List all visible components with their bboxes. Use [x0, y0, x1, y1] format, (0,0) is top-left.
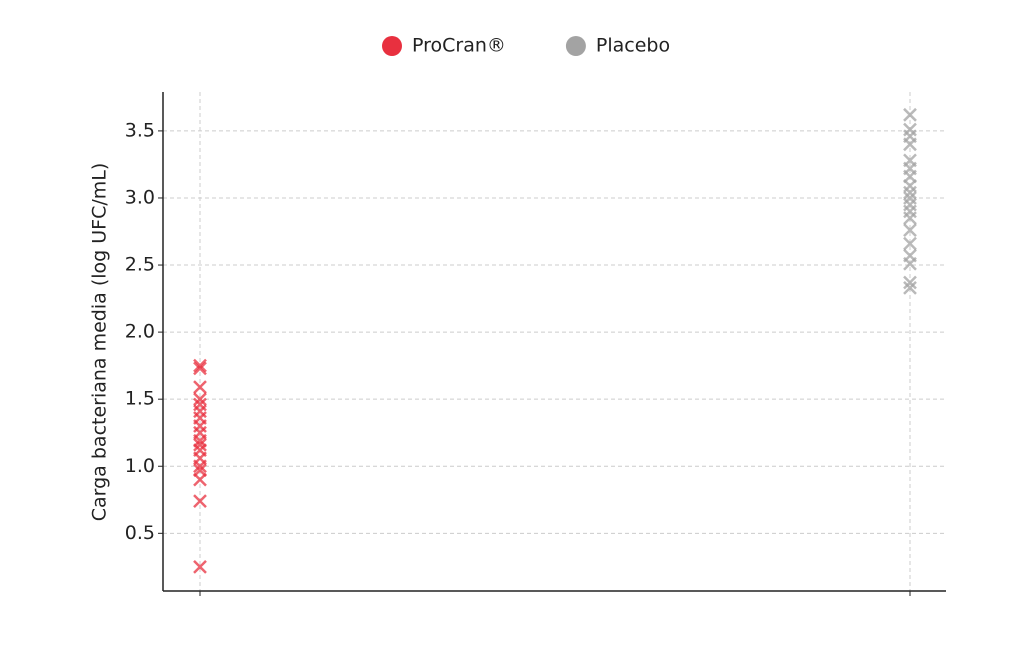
marker	[903, 153, 917, 168]
marker	[193, 358, 207, 373]
marker	[903, 122, 917, 137]
y-tick-label: 1.5	[125, 388, 155, 410]
y-tick-label: 3.0	[125, 186, 155, 208]
marker	[193, 437, 207, 452]
marker	[193, 361, 207, 376]
marker	[193, 392, 207, 407]
marker	[903, 275, 917, 290]
legend-label: ProCran®	[412, 35, 506, 57]
marker	[193, 397, 207, 412]
marker	[903, 191, 917, 205]
marker	[193, 559, 207, 574]
marker	[193, 463, 207, 478]
y-tick-label: 3.5	[125, 119, 155, 141]
y-axis-label: Carga bacteriana media (log UFC/mL)	[89, 163, 111, 522]
y-tick-label: 2.5	[125, 254, 155, 276]
y-tick-label: 1.0	[125, 455, 155, 477]
legend-marker	[565, 36, 586, 56]
marker	[193, 380, 207, 394]
marker	[903, 223, 917, 238]
marker	[903, 280, 917, 295]
y-tick-label: 2.0	[125, 321, 155, 343]
marker	[903, 248, 917, 263]
legend-marker	[382, 36, 402, 56]
y-tick-label: 0.5	[125, 522, 155, 544]
marker	[903, 107, 917, 122]
marker	[193, 494, 207, 509]
marker	[903, 236, 917, 251]
legend-label: Placebo	[596, 35, 670, 57]
